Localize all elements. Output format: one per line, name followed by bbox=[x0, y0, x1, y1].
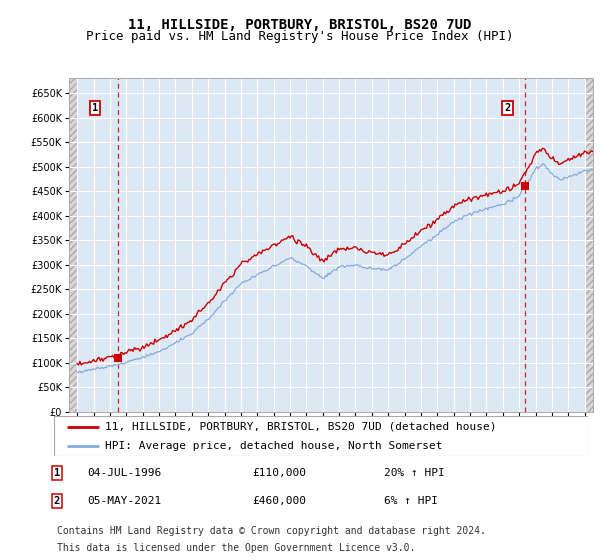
Text: This data is licensed under the Open Government Licence v3.0.: This data is licensed under the Open Gov… bbox=[57, 543, 415, 553]
Text: 2: 2 bbox=[505, 103, 511, 113]
Text: Contains HM Land Registry data © Crown copyright and database right 2024.: Contains HM Land Registry data © Crown c… bbox=[57, 526, 486, 536]
FancyBboxPatch shape bbox=[54, 416, 588, 456]
Text: 11, HILLSIDE, PORTBURY, BRISTOL, BS20 7UD: 11, HILLSIDE, PORTBURY, BRISTOL, BS20 7U… bbox=[128, 18, 472, 32]
Text: Price paid vs. HM Land Registry's House Price Index (HPI): Price paid vs. HM Land Registry's House … bbox=[86, 30, 514, 43]
Text: £110,000: £110,000 bbox=[252, 468, 306, 478]
Text: 11, HILLSIDE, PORTBURY, BRISTOL, BS20 7UD (detached house): 11, HILLSIDE, PORTBURY, BRISTOL, BS20 7U… bbox=[105, 422, 496, 432]
Text: 20% ↑ HPI: 20% ↑ HPI bbox=[384, 468, 445, 478]
Text: HPI: Average price, detached house, North Somerset: HPI: Average price, detached house, Nort… bbox=[105, 441, 442, 450]
Bar bbox=[584, 78, 593, 412]
Text: 1: 1 bbox=[54, 468, 60, 478]
Text: 04-JUL-1996: 04-JUL-1996 bbox=[87, 468, 161, 478]
Text: 6% ↑ HPI: 6% ↑ HPI bbox=[384, 496, 438, 506]
Bar bbox=[69, 78, 77, 412]
Text: 2: 2 bbox=[54, 496, 60, 506]
Text: £460,000: £460,000 bbox=[252, 496, 306, 506]
Text: 1: 1 bbox=[92, 103, 98, 113]
Text: 05-MAY-2021: 05-MAY-2021 bbox=[87, 496, 161, 506]
